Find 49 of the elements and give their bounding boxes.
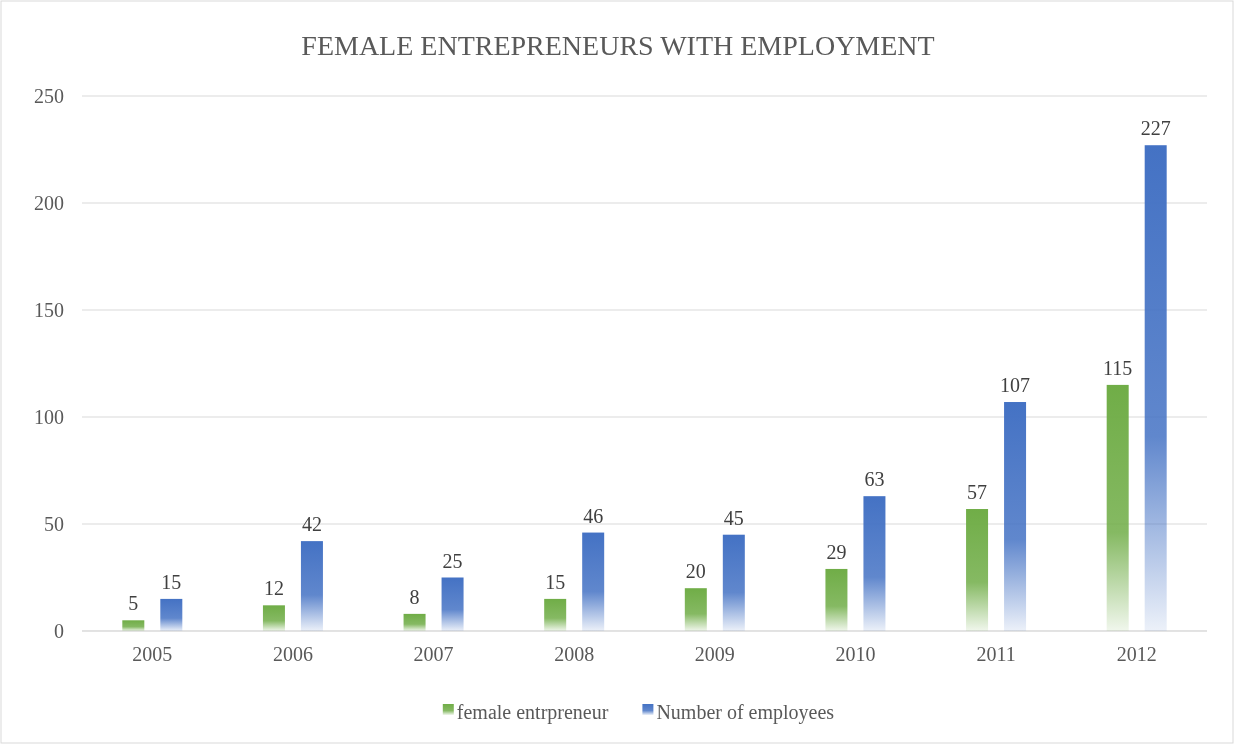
data-label: 15 <box>545 570 566 593</box>
data-label: 29 <box>826 540 847 563</box>
bar <box>441 577 464 631</box>
x-tick-label: 2008 <box>554 643 595 665</box>
bar <box>825 568 848 631</box>
bar <box>544 598 567 631</box>
data-label: 20 <box>685 560 706 583</box>
data-label: 63 <box>864 468 885 491</box>
data-label: 25 <box>442 549 463 572</box>
x-tick-label: 2010 <box>835 643 876 665</box>
data-label: 57 <box>967 481 988 504</box>
x-tick-label: 2007 <box>413 643 454 665</box>
bar <box>722 534 745 631</box>
y-tick-label: 200 <box>34 192 64 214</box>
data-label: 227 <box>1140 117 1171 140</box>
x-tick-label: 2011 <box>976 643 1016 665</box>
bar <box>122 620 145 631</box>
data-label: 46 <box>583 504 604 527</box>
chart-title: FEMALE ENTREPRENEURS WITH EMPLOYMENT <box>301 30 935 61</box>
bar <box>684 588 707 631</box>
x-tick-label: 2012 <box>1116 643 1157 665</box>
x-tick-label: 2005 <box>132 643 173 665</box>
bar <box>1144 145 1167 631</box>
y-tick-label: 50 <box>44 513 64 535</box>
data-label: 107 <box>1000 374 1031 397</box>
data-label: 15 <box>161 570 182 593</box>
x-tick-label: 2006 <box>272 643 313 665</box>
legend-label: Number of employees <box>656 701 835 724</box>
data-label: 12 <box>263 577 284 600</box>
bar <box>863 496 886 631</box>
bar <box>403 613 426 631</box>
x-tick-label: 2009 <box>694 643 735 665</box>
data-label: 45 <box>723 506 744 529</box>
bar <box>300 541 323 631</box>
bar <box>160 598 183 631</box>
bar <box>966 509 989 631</box>
bar <box>582 532 605 631</box>
data-label: 42 <box>301 513 322 536</box>
bar <box>262 605 285 631</box>
legend-label: female entrpreneur <box>456 701 609 724</box>
bar <box>1004 402 1027 631</box>
data-label: 8 <box>409 585 420 608</box>
data-label: 5 <box>128 592 139 615</box>
y-tick-label: 150 <box>34 299 64 321</box>
y-tick-label: 100 <box>34 406 64 428</box>
y-tick-label: 0 <box>54 620 64 642</box>
bar <box>1106 384 1129 631</box>
data-label: 115 <box>1103 356 1133 379</box>
y-tick-label: 250 <box>34 85 64 107</box>
